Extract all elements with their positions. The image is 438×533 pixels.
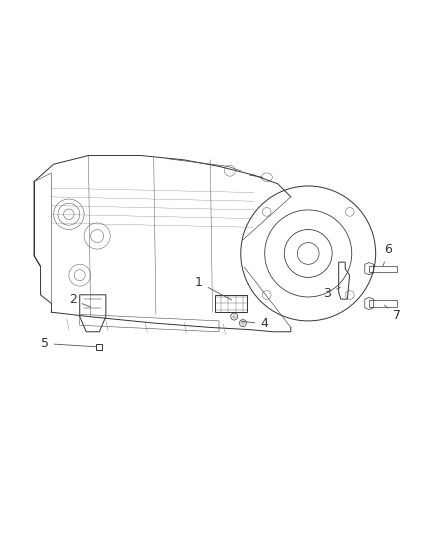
- Text: 7: 7: [385, 305, 401, 322]
- Bar: [369, 301, 397, 306]
- Text: 2: 2: [69, 294, 90, 307]
- Bar: [369, 265, 397, 272]
- Text: 5: 5: [41, 337, 96, 350]
- Text: 3: 3: [323, 287, 340, 300]
- Text: 6: 6: [383, 244, 392, 266]
- Text: 1: 1: [195, 276, 232, 300]
- Text: 4: 4: [241, 318, 268, 330]
